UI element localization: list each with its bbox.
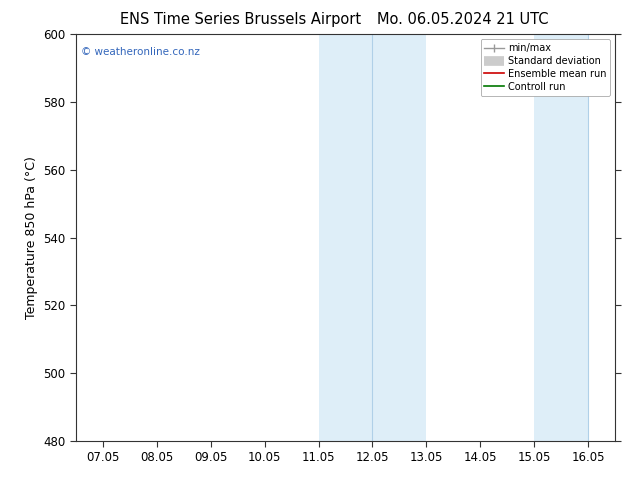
Text: Mo. 06.05.2024 21 UTC: Mo. 06.05.2024 21 UTC	[377, 12, 548, 27]
Bar	[319, 34, 426, 441]
Y-axis label: Temperature 850 hPa (°C): Temperature 850 hPa (°C)	[25, 156, 38, 319]
Text: ENS Time Series Brussels Airport: ENS Time Series Brussels Airport	[120, 12, 361, 27]
Legend: min/max, Standard deviation, Ensemble mean run, Controll run: min/max, Standard deviation, Ensemble me…	[481, 39, 610, 96]
Text: © weatheronline.co.nz: © weatheronline.co.nz	[81, 47, 200, 56]
Bar	[534, 34, 588, 441]
